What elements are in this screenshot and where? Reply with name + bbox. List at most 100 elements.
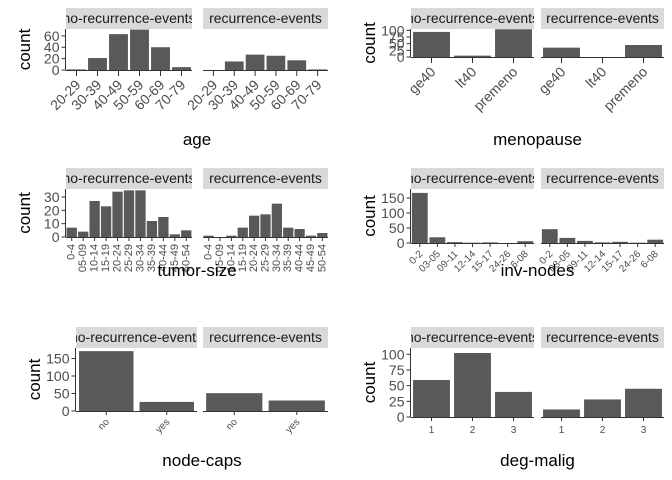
facet-panel-no-recurrence: no-recurrence-events 0-4 05-09 10-14 15-19 20… [62, 168, 195, 272]
facet-strip [541, 168, 664, 189]
x-tick-label: 45-49 [169, 244, 181, 272]
bar [577, 240, 593, 244]
facet-strip-label: no-recurrence-events [62, 10, 195, 26]
bar [181, 230, 192, 238]
x-tick-label: 25-29 [260, 244, 272, 272]
facet-strip-label: no-recurrence-events [62, 170, 195, 186]
x-tick-label: 15-19 [237, 244, 249, 272]
bar [447, 242, 463, 244]
x-tick-label: premeno [470, 63, 521, 114]
facet-panel-recurrence: recurrence-events 1 2 3 [541, 327, 664, 436]
bar [584, 399, 621, 418]
x-tick-label: 2 [470, 425, 476, 436]
x-tick-label: 0-4 [66, 244, 78, 260]
bar [88, 58, 107, 71]
x-tick-label: lt40 [452, 63, 479, 90]
x-tick-label: no [224, 417, 240, 433]
bar [112, 191, 123, 238]
bar [67, 69, 86, 71]
facet-strip-label: recurrence-events [209, 10, 322, 26]
facet-panel-recurrence: recurrence-events0-203-0509-1112-1415-17… [537, 168, 664, 275]
bar [237, 227, 248, 238]
facet-strip-label: no-recurrence-events [406, 170, 539, 186]
y-tick-label: 25 [389, 42, 405, 58]
bar [429, 237, 446, 244]
x-axis-title: deg-malig [500, 451, 575, 470]
facet-strip [541, 327, 664, 348]
y-tick-label: 50 [389, 378, 405, 394]
facet-panel-recurrence: recurrence-events20-2930-3940-4950-5960-… [184, 8, 328, 113]
x-tick-label: 50-54 [316, 244, 328, 272]
bar [89, 201, 100, 238]
bar [287, 60, 307, 71]
bar [413, 379, 450, 418]
x-tick-label: 0-4 [203, 244, 215, 260]
bar [169, 234, 180, 238]
facet-strip [203, 168, 328, 189]
y-tick-label: 50 [389, 36, 405, 52]
y-tick-label: 60 [44, 28, 60, 44]
x-tick-label: 10-14 [225, 244, 237, 272]
bar [260, 214, 271, 238]
facet-strip [203, 8, 328, 29]
x-tick-label: 45-49 [305, 244, 317, 272]
y-axis-title: count [25, 358, 44, 400]
bar [158, 217, 169, 238]
bar [151, 47, 170, 71]
bar [647, 239, 664, 244]
x-axis-title: inv-nodes [501, 261, 575, 280]
bar [245, 54, 265, 71]
y-axis-title: count [360, 22, 379, 64]
facet-strip-label: recurrence-events [546, 170, 659, 186]
facet-panel-recurrence: recurrence-events 0-4 05-09 10-14 15-19 20-24… [203, 168, 328, 272]
bar [206, 393, 263, 412]
bar [266, 55, 286, 71]
x-tick-label: 35-39 [282, 244, 294, 272]
y-tick-label: 100 [381, 346, 405, 362]
bar [495, 391, 532, 418]
bar [203, 235, 214, 238]
y-tick-label: 0 [62, 403, 70, 419]
bar [454, 55, 491, 58]
bar [413, 31, 450, 58]
x-tick-label: 05-09 [77, 244, 89, 272]
bar [559, 237, 576, 244]
bar [305, 235, 317, 238]
x-tick-label: no [96, 417, 112, 433]
x-tick-label: 50-54 [180, 244, 192, 272]
bar [317, 233, 328, 238]
y-tick-label: 0 [397, 409, 405, 425]
bar [172, 67, 191, 71]
facet-panel-no-recurrence: no-recurrence-events 1 2 3 [411, 327, 534, 436]
bar [454, 353, 491, 418]
facet-panel-no-recurrence: no-recurrence-events no yes [76, 327, 197, 436]
bar [79, 351, 134, 412]
x-tick-label: 20-24 [112, 244, 124, 272]
x-tick-label: yes [154, 417, 173, 436]
bar [268, 400, 325, 412]
bar [543, 409, 580, 418]
x-tick-label: 3 [641, 425, 647, 436]
x-tick-label: 35-39 [146, 244, 158, 272]
bar [130, 29, 149, 71]
x-tick-label: 20-24 [248, 244, 260, 272]
bar [594, 242, 611, 244]
bar [411, 192, 428, 244]
facet-strip [541, 8, 664, 29]
y-tick-label: 50 [389, 220, 405, 236]
facet-strip [66, 8, 192, 29]
facet-strip-label: no-recurrence-events [406, 10, 539, 26]
x-tick-label: 1 [429, 425, 435, 436]
x-tick-label: lt40 [582, 63, 609, 90]
facet-strip-label: recurrence-events [546, 329, 659, 345]
bar [625, 45, 662, 58]
x-tick-label: 15-19 [100, 244, 112, 272]
facet-strip-label: recurrence-events [546, 10, 659, 26]
y-tick-label: 0 [52, 229, 60, 245]
bar [226, 235, 237, 238]
y-axis-title: count [15, 192, 34, 234]
bar [612, 241, 628, 244]
